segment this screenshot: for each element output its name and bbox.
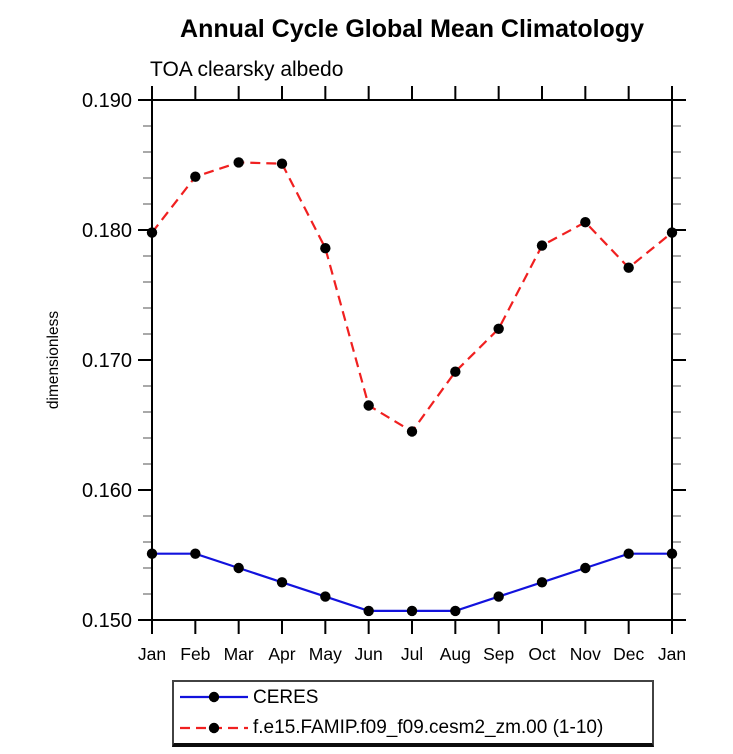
x-tick-label: Apr [268,644,295,664]
legend-item-ceres: CERES [178,682,652,712]
series-line-0 [152,552,672,613]
series-line-1 [151,161,673,433]
y-tick-label: 0.150 [82,610,132,632]
data-point-0-Sep [493,591,504,602]
y-tick-label: 0.190 [82,90,132,112]
data-point-0-Jul [406,605,418,617]
data-point-1-Nov [580,217,591,228]
data-point-1-May [320,243,331,254]
data-point-1-Jun [363,400,374,411]
data-point-1-Oct [536,240,548,251]
plot-frame [151,99,673,621]
y-tick-label: 0.180 [82,220,132,242]
x-tick-label: Aug [440,644,471,664]
legend-sample-marker [208,692,220,703]
x-tick-label: Oct [528,644,555,664]
data-point-0-Feb [190,548,201,559]
data-point-1-Mar [233,157,244,168]
y-axis-title: dimensionless [45,311,62,409]
data-point-0-Jan [146,548,158,559]
chart-subtitle: TOA clearsky albedo [150,58,344,81]
x-tick-label: Jun [355,644,383,664]
data-point-0-Aug [450,605,461,617]
legend-line-sample-ceres [178,689,250,705]
y-tick-label: 0.170 [82,350,132,372]
chart-title: Annual Cycle Global Mean Climatology [180,15,644,43]
data-point-1-Apr [276,158,288,169]
x-tick-label: Nov [570,644,601,664]
data-point-1-Jan [146,227,158,238]
legend-line-sample-model [178,720,250,736]
data-point-1-Jul [406,426,418,437]
legend-label-ceres: CERES [253,686,319,708]
x-tick-label: Sep [483,644,514,664]
x-tick-label: May [309,644,342,664]
y-tick-label: 0.160 [82,480,132,502]
legend-label-model: f.e15.FAMIP.f09_f09.cesm2_zm.00 (1-10) [253,717,604,739]
x-tick-label: Mar [224,644,254,664]
x-tick-label: Feb [180,644,210,664]
data-point-0-May [320,591,331,602]
x-tick-label: Jan [138,644,166,664]
x-tick-label: Jul [401,644,423,664]
data-point-0-Oct [536,577,548,588]
data-point-0-Mar [233,562,244,574]
data-point-1-Aug [450,366,461,377]
data-point-0-Jun [363,605,374,617]
data-point-0-Dec [623,548,634,559]
data-point-1-Jan [666,227,678,238]
data-point-1-Feb [190,171,201,182]
legend-item-model: f.e15.FAMIP.f09_f09.cesm2_zm.00 (1-10) [178,713,652,743]
legend-sample-marker [208,722,220,733]
data-point-0-Nov [580,562,591,574]
legend-box: CERES f.e15.FAMIP.f09_f09.cesm2_zm.00 (1… [172,680,654,747]
x-tick-label: Jan [658,644,686,664]
x-tick-label: Dec [613,644,644,664]
data-point-1-Sep [493,323,504,334]
data-point-0-Apr [276,577,288,588]
data-point-0-Jan [666,548,678,559]
data-point-1-Dec [623,262,634,273]
